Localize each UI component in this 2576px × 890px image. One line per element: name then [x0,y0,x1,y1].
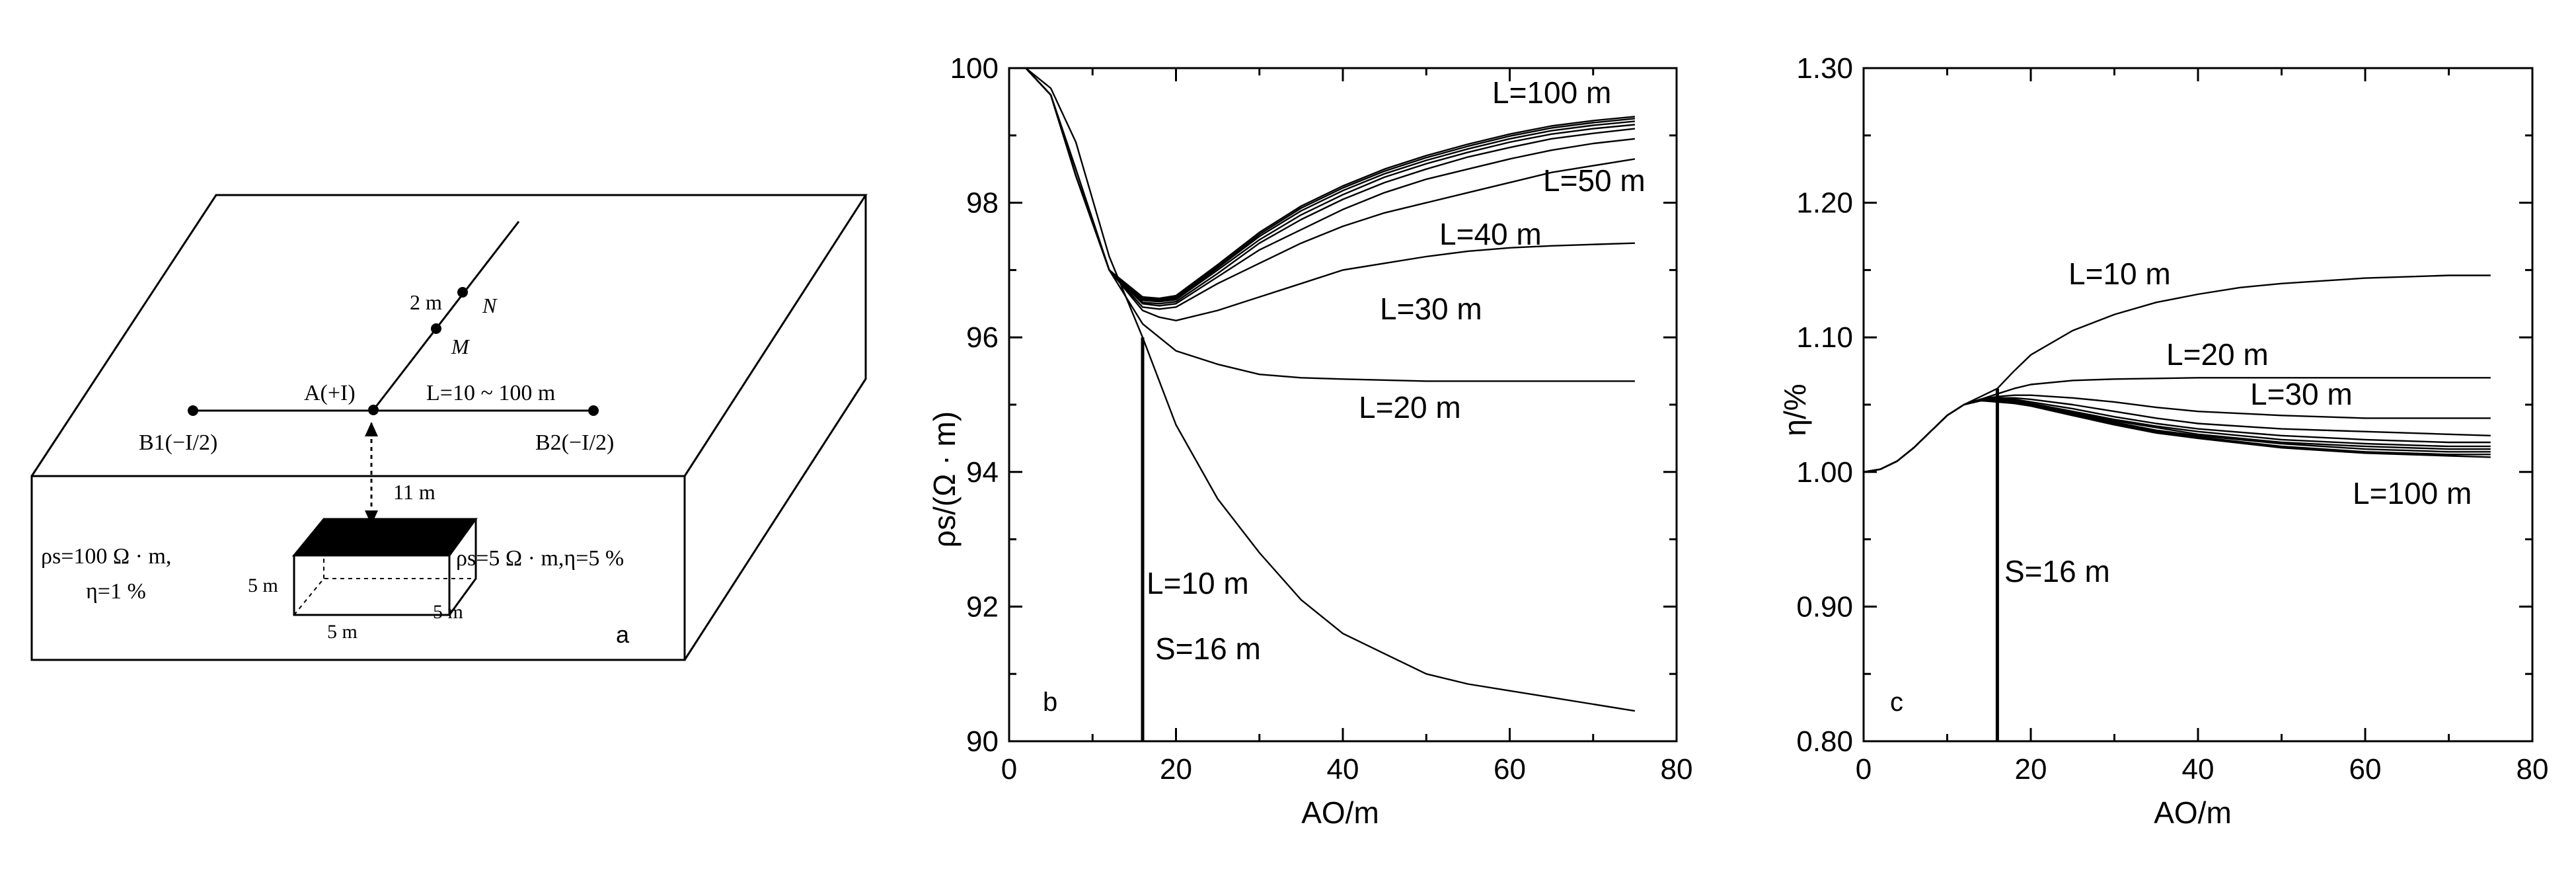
b2-label: B2(−I/2) [535,430,614,455]
chart-b-x-tick-label: 20 [1160,753,1192,786]
chart-b-series-layer [1025,67,1636,741]
chart-b-marker-label: S=16 m [1155,631,1261,666]
m-electrode [431,323,441,334]
arrow-down-head [365,510,378,525]
chart-b-x-tick-label: 40 [1327,753,1359,786]
n-electrode [457,287,468,298]
panel-a-points [188,287,599,525]
body-props-label: ρs=5 Ω · m,η=5 % [456,546,624,571]
chart-c-series-l-100-m [1863,399,2491,473]
chart-c-y-tick-label: 1.10 [1796,321,1853,354]
chart-b-y-axis-label: ρs/(Ω · m) [927,411,962,547]
chart-c-x-tick-label: 20 [2015,753,2047,786]
m-label: M [451,335,471,358]
chart-b-series-l-20-m [1025,67,1635,382]
a-label: A(+I) [304,381,356,405]
chart-b-x-tick-label: 60 [1494,753,1526,786]
chart-b-y-tick-label: 94 [966,456,999,489]
chart-b-tick-layer: 0 20 40 60 80 90 92 94 96 98 100 [950,52,1693,786]
body-front [293,554,451,616]
dim-height-label: 5 m [248,575,278,596]
b2-electrode [588,405,599,416]
chart-b-x-axis-label: AO/m [1301,795,1379,830]
chart-b-y-tick-label: 90 [966,725,999,758]
chart-b-label-l10: L=10 m [1147,566,1249,600]
spacing-label: 2 m [410,290,442,314]
mn-survey-line [372,221,520,411]
chart-c-y-tick-label: 1.20 [1796,187,1853,220]
chart-c-label-l30: L=30 m [2250,377,2353,411]
chart-c-series-l-10-m [1863,274,2491,473]
chart-b-panel-letter: b [1043,688,1057,717]
dim-depth-label: 5 m [433,601,463,623]
chart-c-y-tick-label: 1.00 [1796,456,1853,489]
dim-width-label: 5 m [327,621,358,643]
chart-c-series-layer [1863,274,2491,741]
chart-b-x-tick-label: 80 [1661,753,1693,786]
panel-a-labels: N M 2 m A(+I) L=10 ~ 100 m B1(−I/2) B2(−… [41,290,630,648]
panel-a-schematic [30,194,868,661]
chart-b-y-tick-label: 98 [966,187,999,220]
depth-label: 11 m [393,480,436,504]
b1-label: B1(−I/2) [139,430,217,455]
body-hidden-edges [293,519,476,616]
l-range-label: L=10 ~ 100 m [426,381,555,405]
host-rho-label: ρs=100 Ω · m, [41,544,171,569]
chart-c-y-tick-label: 0.80 [1796,725,1853,758]
chart-c-marker-label: S=16 m [2004,554,2110,588]
chart-c-x-tick-label: 0 [1856,753,1872,786]
chart-b-y-tick-label: 100 [950,52,999,85]
chart-c-label-l20: L=20 m [2166,337,2269,372]
chart-b-label-l40: L=40 m [1439,217,1542,251]
a-electrode [368,405,379,415]
chart-b-y-tick-label: 92 [966,590,999,623]
chart-c-x-tick-label: 80 [2517,753,2549,786]
chart-c-panel-letter: c [1890,688,1903,717]
chart-c-tick-layer: 0 20 40 60 80 0.80 0.90 1.00 1.10 1.20 1.30 [1796,52,2548,786]
chart-b-label-l100: L=100 m [1492,75,1611,110]
chart-c-series-l-20-m [1863,377,2491,473]
chart-c-label-l100: L=100 m [2353,476,2472,510]
chart-b: 0 20 40 60 80 90 92 94 96 98 100 b AO/m ρs/(Ω · m)… [927,52,1692,830]
chart-c-x-tick-label: 40 [2182,753,2215,786]
chart-c-label-l10: L=10 m [2068,257,2171,291]
chart-c-x-tick-label: 60 [2349,753,2382,786]
body-top [291,518,478,557]
chart-b-series-l-10-m [1025,67,1636,712]
chart-c-y-tick-label: 1.30 [1796,52,1853,85]
ground-side-face [683,195,867,661]
chart-c: 0 20 40 60 80 0.80 0.90 1.00 1.10 1.20 1.30 c AO/m… [1778,52,2548,830]
panel-a-letter: a [616,621,630,648]
chart-c-y-axis-label: η/% [1778,384,1812,436]
chart-b-label-l20: L=20 m [1359,390,1461,425]
chart-b-label-l50: L=50 m [1543,163,1646,198]
chart-b-x-tick-label: 0 [1001,753,1017,786]
host-eta-label: η=1 % [86,579,146,604]
chart-b-label-l30: L=30 m [1380,292,1482,326]
ground-top-face [30,194,868,477]
chart-c-x-axis-label: AO/m [2154,795,2232,830]
chart-b-series-l-100-m [1025,67,1636,300]
n-label: N [482,294,498,317]
ground-front-face [30,475,686,661]
arrow-up-head [365,422,378,436]
chart-b-y-tick-label: 96 [966,321,999,354]
chart-c-y-tick-label: 0.90 [1796,590,1853,623]
b1-electrode [188,405,198,416]
